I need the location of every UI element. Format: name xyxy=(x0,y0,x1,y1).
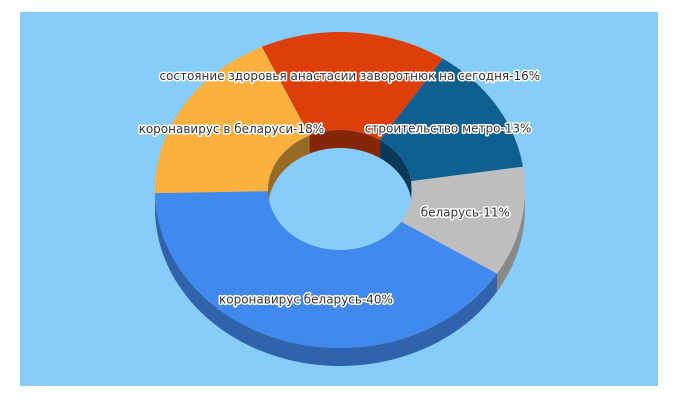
slice-label: коронавирус в беларуси-18% xyxy=(139,122,325,136)
slice xyxy=(401,166,525,274)
slices xyxy=(155,32,525,348)
slice xyxy=(155,46,310,194)
slice-inner-side xyxy=(268,135,310,208)
slice-label: строительство метро-13% xyxy=(365,122,532,136)
slice-label: коронавирус беларусь-40% xyxy=(219,292,393,306)
slice-inner-side xyxy=(380,140,412,200)
slice xyxy=(155,191,497,348)
labels: состояние здоровья анастасии заворотнюк … xyxy=(137,67,542,308)
slice-label: состояние здоровья анастасии заворотнюк … xyxy=(159,69,540,83)
slice xyxy=(261,32,443,141)
slice-inner-side xyxy=(309,130,381,159)
slice-outer-side xyxy=(496,190,525,292)
slice-label: беларусь-11% xyxy=(421,206,510,220)
slice xyxy=(380,58,523,182)
